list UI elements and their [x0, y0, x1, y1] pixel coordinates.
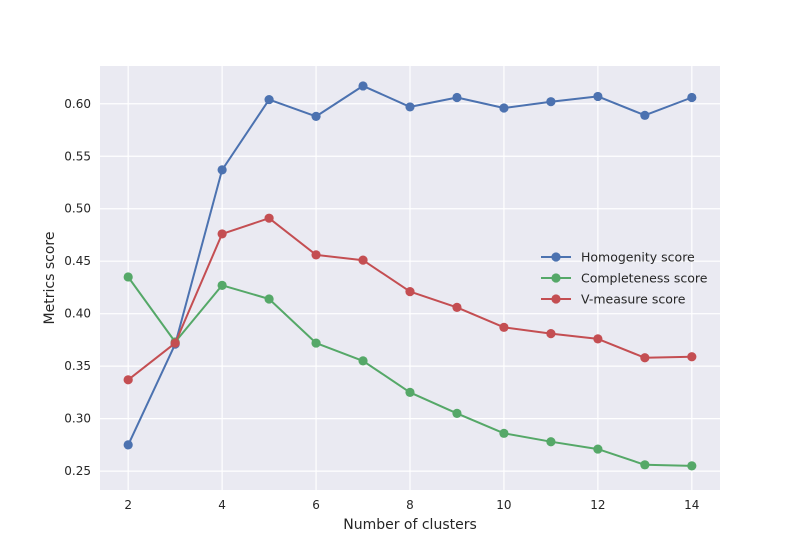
- legend-label: Homogenity score: [581, 250, 695, 265]
- data-point: [170, 338, 180, 348]
- data-point: [405, 387, 415, 397]
- x-axis-label: Number of clusters: [343, 517, 477, 533]
- data-point: [452, 92, 462, 103]
- legend: Homogenity score Completeness score V-meas…: [541, 250, 708, 307]
- data-point: [264, 94, 274, 105]
- data-point: [687, 352, 697, 362]
- data-point: [405, 287, 415, 297]
- legend-item: Homogenity score: [541, 250, 695, 265]
- data-point: [499, 103, 509, 113]
- y-tick-label: 0.40: [64, 307, 91, 321]
- x-tick-label: 10: [496, 498, 511, 512]
- y-tick-label: 0.35: [64, 359, 91, 373]
- series-layer: [123, 81, 697, 471]
- x-tick-label: 2: [124, 498, 132, 512]
- legend-item: V-measure score: [541, 292, 686, 307]
- y-tick-label: 0.45: [64, 254, 91, 268]
- data-point: [311, 338, 321, 348]
- data-point: [217, 229, 227, 239]
- x-axis-ticks: 2 4 6 8 10 12 14: [124, 498, 699, 512]
- data-point: [311, 250, 321, 260]
- legend-marker: [551, 294, 561, 304]
- y-axis-ticks: 0.25 0.30 0.35 0.40 0.45 0.50 0.55 0.60: [64, 97, 91, 478]
- x-tick-label: 14: [684, 498, 699, 512]
- data-point: [593, 334, 603, 344]
- data-point: [311, 111, 321, 121]
- data-point: [593, 91, 603, 102]
- legend-marker: [551, 273, 561, 283]
- x-tick-label: 6: [312, 498, 320, 512]
- series-2: [123, 213, 697, 385]
- data-point: [358, 255, 368, 265]
- data-point: [123, 272, 133, 282]
- data-point: [358, 81, 368, 91]
- data-point: [358, 356, 368, 366]
- data-point: [546, 437, 556, 447]
- data-point: [452, 408, 462, 418]
- y-tick-label: 0.60: [64, 97, 91, 111]
- data-point: [217, 165, 227, 175]
- data-point: [499, 428, 509, 438]
- x-tick-label: 4: [218, 498, 226, 512]
- legend-marker: [551, 252, 561, 262]
- data-point: [123, 375, 133, 385]
- y-tick-label: 0.55: [64, 149, 91, 163]
- data-point: [687, 92, 697, 103]
- data-point: [405, 102, 415, 112]
- data-point: [546, 97, 556, 107]
- x-tick-label: 12: [590, 498, 605, 512]
- y-axis-label: Metrics score: [42, 232, 58, 325]
- data-point: [499, 322, 509, 332]
- data-point: [593, 444, 603, 454]
- y-tick-label: 0.50: [64, 202, 91, 216]
- legend-item: Completeness score: [541, 271, 708, 286]
- data-point: [640, 110, 650, 120]
- data-point: [217, 280, 227, 290]
- x-tick-label: 8: [406, 498, 414, 512]
- y-tick-label: 0.30: [64, 412, 91, 426]
- data-point: [264, 294, 274, 304]
- data-point: [687, 461, 697, 471]
- data-point: [264, 213, 274, 223]
- y-tick-label: 0.25: [64, 464, 91, 478]
- legend-label: Completeness score: [581, 271, 708, 286]
- data-point: [546, 329, 556, 339]
- data-point: [640, 460, 650, 470]
- legend-label: V-measure score: [581, 292, 686, 307]
- data-point: [452, 302, 462, 312]
- data-point: [123, 440, 133, 450]
- data-point: [640, 353, 650, 363]
